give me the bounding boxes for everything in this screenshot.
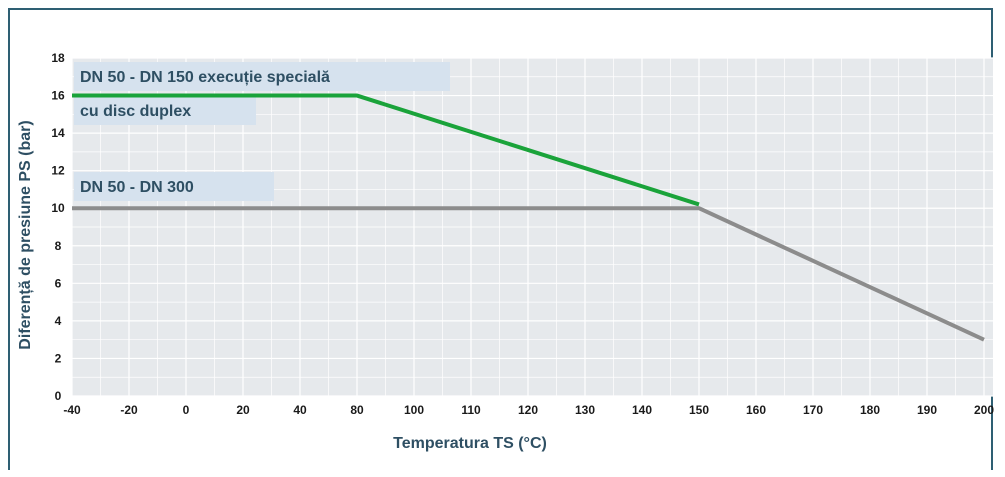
y-tick-label: 14 [51, 126, 65, 140]
y-tick-label: 6 [55, 276, 62, 290]
x-tick-label: 160 [746, 403, 766, 417]
x-tick-label: 80 [350, 403, 364, 417]
series-label: DN 50 - DN 150 execuție specială [80, 69, 330, 86]
series-label: DN 50 - DN 300 [80, 179, 194, 196]
x-tick-label: 130 [575, 403, 595, 417]
series-line-1 [72, 93, 700, 207]
y-tick-label: 10 [51, 201, 65, 215]
x-tick-label: 100 [404, 403, 424, 417]
y-tick-label: 18 [51, 51, 65, 65]
x-tick-label: -40 [63, 403, 81, 417]
y-tick-label: 4 [55, 314, 62, 328]
x-tick-label: 190 [917, 403, 937, 417]
x-tick-label: 140 [632, 403, 652, 417]
y-tick-label: 8 [55, 239, 62, 253]
series-lines [72, 93, 985, 342]
y-axis-ticks: 0 2 4 6 8 10 12 14 16 18 [51, 51, 65, 403]
x-tick-label: 120 [518, 403, 538, 417]
series-line-2 [72, 206, 985, 342]
x-tick-label: 0 [183, 403, 190, 417]
y-tick-label: 12 [51, 164, 65, 178]
x-axis-title: Temperatura TS (°C) [393, 435, 547, 452]
series-label-box [74, 62, 450, 91]
series-labels: DN 50 - DN 150 execuție specială cu disc … [74, 62, 450, 201]
x-tick-label: 170 [803, 403, 823, 417]
y-tick-label: 2 [55, 351, 62, 365]
x-tick-label: 110 [461, 403, 481, 417]
x-tick-label: 20 [236, 403, 250, 417]
x-tick-label: 180 [860, 403, 880, 417]
series-label: cu disc duplex [80, 103, 191, 120]
x-axis-ticks: -40 -20 0 20 40 80 100 110 120 130 140 150 160 170 180… [63, 403, 994, 417]
y-tick-label: 0 [55, 389, 62, 403]
x-tick-label: 150 [689, 403, 709, 417]
series-label-box [74, 96, 256, 125]
series-label-box [74, 172, 274, 201]
x-tick-label: 40 [293, 403, 307, 417]
y-axis-title: Diferență de presiune PS (bar) [17, 120, 34, 349]
x-tick-label: 200 [974, 403, 994, 417]
x-tick-label: -20 [120, 403, 138, 417]
y-tick-label: 16 [51, 89, 65, 103]
